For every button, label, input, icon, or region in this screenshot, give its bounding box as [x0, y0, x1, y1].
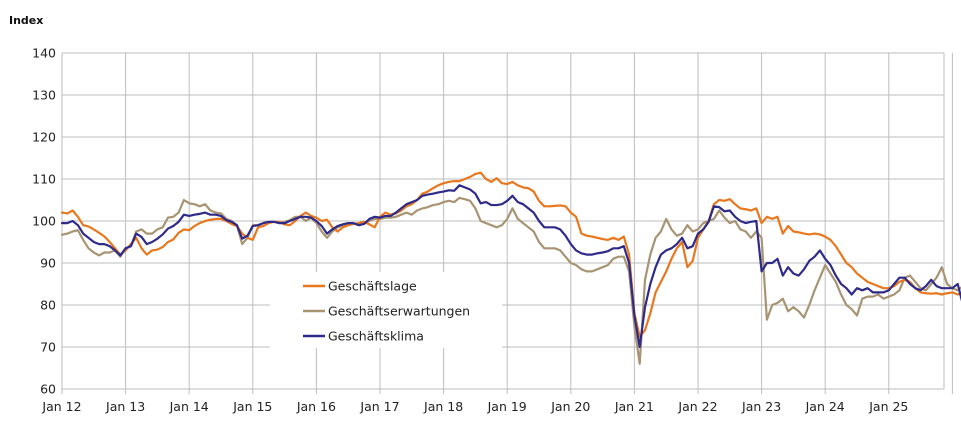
y-tick-label: 140 [32, 46, 56, 61]
x-tick-label: Jan 18 [423, 399, 463, 414]
legend-entry: Geschäftsklima [328, 329, 424, 344]
x-tick-label: Jan 17 [359, 399, 399, 414]
x-tick-label: Jan 22 [677, 399, 717, 414]
x-tick-label: Jan 25 [868, 399, 908, 414]
x-tick-label: Jan 15 [232, 399, 272, 414]
x-tick-label: Jan 19 [487, 399, 527, 414]
y-tick-label: 110 [32, 172, 56, 187]
legend-entry: Geschäftserwartungen [328, 304, 470, 319]
y-tick-label: 90 [40, 256, 56, 271]
y-tick-labels: 60 70 80 90 100 110 120 130 140 [32, 46, 56, 397]
y-tick-label: 80 [40, 298, 56, 313]
y-tick-label: 100 [32, 214, 56, 229]
series-lines [60, 171, 961, 365]
y-tick-label: 120 [32, 130, 56, 145]
legend: Geschäftslage Geschäftserwartungen Geschäf… [270, 272, 502, 348]
x-tick-label: Jan 20 [550, 399, 590, 414]
x-tick-labels: Jan 12 Jan 13 Jan 14 Jan 15 Jan 16 Jan 17 Jan … [41, 399, 908, 414]
y-tick-label: 60 [40, 382, 56, 397]
series-line-0 [60, 171, 961, 338]
series-line-2 [60, 184, 961, 349]
x-tick-label: Jan 14 [169, 399, 209, 414]
x-tick-label: Jan 12 [41, 399, 81, 414]
x-tick-label: Jan 21 [614, 399, 654, 414]
y-tick-label: 70 [40, 340, 56, 355]
x-tick-label: Jan 13 [105, 399, 145, 414]
x-tick-label: Jan 24 [805, 399, 845, 414]
legend-entry: Geschäftslage [328, 279, 417, 294]
x-tick-label: Jan 16 [296, 399, 336, 414]
x-tick-label: Jan 23 [741, 399, 781, 414]
series-line-1 [60, 196, 961, 365]
y-axis-label: Index [9, 14, 43, 27]
y-tick-label: 130 [32, 88, 56, 103]
